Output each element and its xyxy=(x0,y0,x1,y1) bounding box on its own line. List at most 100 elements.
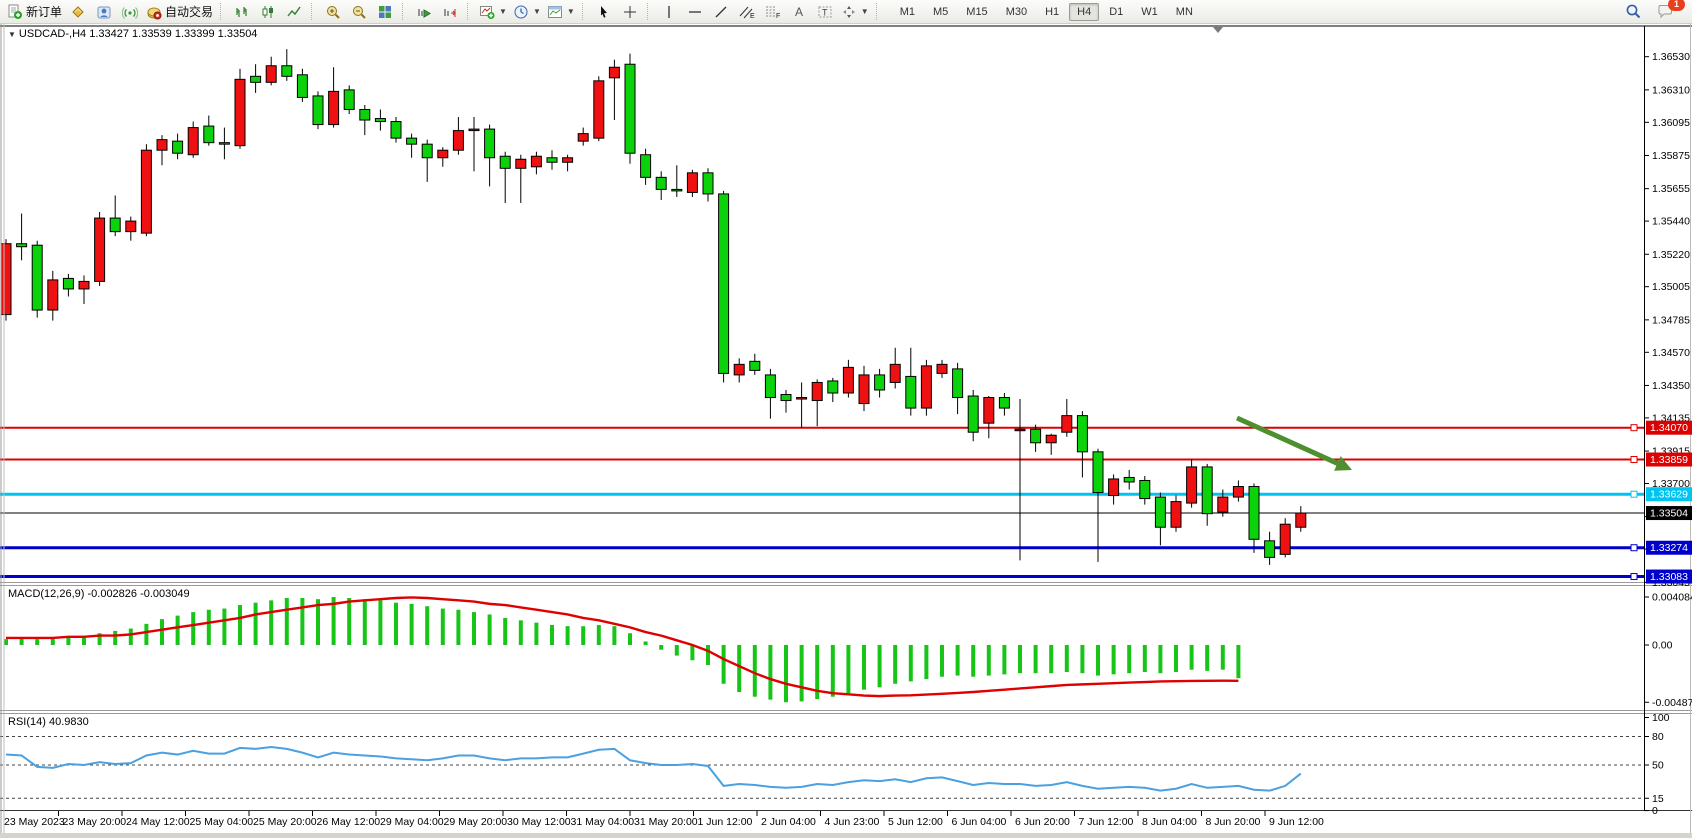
candle-body xyxy=(218,142,230,145)
rsi-indicator-value: 40.9830 xyxy=(48,716,89,728)
hline-anchor-handle[interactable] xyxy=(1630,490,1638,498)
trend-arrow-line[interactable] xyxy=(1235,415,1343,468)
price-tick-label: 1.35005 xyxy=(1652,281,1690,293)
trend-arrow-head[interactable] xyxy=(1334,456,1352,471)
tf-button-W1[interactable]: W1 xyxy=(1141,5,1158,18)
hline-anchor-handle[interactable] xyxy=(1630,573,1638,581)
candle-body xyxy=(16,243,28,248)
horizontal-line-button[interactable] xyxy=(682,1,708,23)
macd-bar xyxy=(82,635,86,645)
fibonacci-button[interactable]: F xyxy=(760,1,786,23)
candle-body xyxy=(1279,523,1291,555)
hline-anchor-handle[interactable] xyxy=(1630,424,1638,432)
macd-bar xyxy=(815,645,820,700)
candle-body xyxy=(655,176,667,190)
macd-bar xyxy=(1064,645,1069,673)
auto-scroll-button[interactable] xyxy=(411,1,437,23)
fibonacci-icon: F xyxy=(766,6,781,20)
time-tick-label: 29 May 04:00 xyxy=(380,816,444,828)
hline-price-label xyxy=(1646,487,1692,502)
macd-bar xyxy=(50,637,55,645)
macd-bar xyxy=(1142,645,1147,673)
tf-button-M1[interactable]: M1 xyxy=(899,5,915,18)
crosshair-button[interactable] xyxy=(617,1,643,23)
tf-button-MN[interactable]: MN xyxy=(1175,5,1193,18)
tf-button-H1[interactable]: H1 xyxy=(1045,5,1060,18)
macd-bar xyxy=(799,645,804,702)
time-tick-label: 8 Jun 20:00 xyxy=(1206,816,1261,828)
cursor-button[interactable] xyxy=(591,1,617,23)
line-chart-button[interactable] xyxy=(281,1,307,23)
macd-bar xyxy=(487,614,492,645)
new-order-button[interactable]: 新订单 xyxy=(4,1,65,23)
macd-indicator-values: -0.002826 -0.003049 xyxy=(87,588,190,600)
zoom-out-button[interactable] xyxy=(346,1,372,23)
equidistant-channel-button[interactable]: E xyxy=(734,1,760,23)
macd-bar xyxy=(534,622,539,645)
candle-body xyxy=(1045,434,1057,444)
macd-bar xyxy=(1127,645,1132,674)
indicators-button[interactable]: ▼ xyxy=(476,1,510,23)
toolbar-separator xyxy=(467,3,472,20)
search-button[interactable] xyxy=(1620,1,1646,23)
tile-windows-button[interactable] xyxy=(372,1,398,23)
arrows-button[interactable]: ▼ xyxy=(838,1,872,23)
candle-body xyxy=(421,143,433,159)
candle-body xyxy=(562,157,574,163)
profile-button[interactable] xyxy=(91,1,117,23)
time-tick-label: 24 May 12:00 xyxy=(126,816,190,828)
macd-bar xyxy=(518,620,523,645)
macd-indicator-name: MACD(12,26,9) xyxy=(8,588,85,600)
trendline-button[interactable] xyxy=(708,1,734,23)
macd-bar xyxy=(1205,645,1210,671)
hline-anchor-handle[interactable] xyxy=(1630,544,1638,552)
macd-bar xyxy=(581,626,586,645)
bar-chart-button[interactable] xyxy=(229,1,255,23)
trendline-icon xyxy=(715,6,727,17)
tf-button-H4[interactable]: H4 xyxy=(1069,2,1100,21)
signals-button[interactable] xyxy=(117,1,143,23)
auto-trading-button[interactable]: 自动交易 xyxy=(143,1,216,23)
chat-bubble-icon xyxy=(1658,5,1672,19)
chart-title-bar[interactable]: ▼ USDCAD-,H4 1.33427 1.33539 1.33399 1.33… xyxy=(8,28,257,40)
tf-button-M30[interactable]: M30 xyxy=(1005,5,1028,18)
notifications-button[interactable]: 1 xyxy=(1652,0,1685,23)
deposit-button[interactable] xyxy=(65,1,91,23)
hline-anchor-handle[interactable] xyxy=(1630,456,1638,464)
hline-price-label xyxy=(1646,420,1692,435)
macd-bar xyxy=(253,602,258,645)
svg-text:F: F xyxy=(776,13,780,20)
tf-button-M15[interactable]: M15 xyxy=(966,5,988,18)
candle-body xyxy=(172,140,184,154)
vertical-line-icon xyxy=(668,5,670,18)
candle-chart-button[interactable] xyxy=(255,1,281,23)
templates-button[interactable]: ▼ xyxy=(544,1,578,23)
tf-button-M5[interactable]: M5 xyxy=(933,5,949,18)
chart-background xyxy=(0,24,1692,838)
bar-chart-icon xyxy=(236,6,247,17)
macd-bar xyxy=(394,602,398,645)
macd-bar xyxy=(66,636,71,645)
macd-bar xyxy=(269,600,274,645)
text-icon: A xyxy=(795,5,803,19)
tf-button-D1[interactable]: D1 xyxy=(1109,5,1124,18)
time-tick-label: 25 May 20:00 xyxy=(253,816,317,828)
zoom-in-button[interactable] xyxy=(320,1,346,23)
time-tick-label: 5 Jun 12:00 xyxy=(888,816,943,828)
candle-body xyxy=(1201,466,1213,515)
macd-scale-label: -0.004872 xyxy=(1652,697,1692,709)
template-icon xyxy=(547,5,562,18)
vertical-line-button[interactable] xyxy=(656,1,682,23)
periods-button[interactable]: ▼ xyxy=(510,1,544,23)
chart-shift-marker[interactable] xyxy=(1213,27,1223,33)
chart-shift-button[interactable] xyxy=(437,1,463,23)
chart-dropdown-icon[interactable]: ▼ xyxy=(8,30,16,39)
candle-body xyxy=(1139,479,1151,500)
candle-body xyxy=(0,243,12,316)
price-tick-label: 1.34785 xyxy=(1652,314,1690,326)
text-button[interactable]: A xyxy=(786,1,812,23)
text-label-button[interactable]: T xyxy=(812,1,838,23)
chevron-down-icon: ▼ xyxy=(860,7,869,16)
candle-body xyxy=(452,130,464,151)
hline-price-label-text: 1.33629 xyxy=(1650,489,1688,501)
